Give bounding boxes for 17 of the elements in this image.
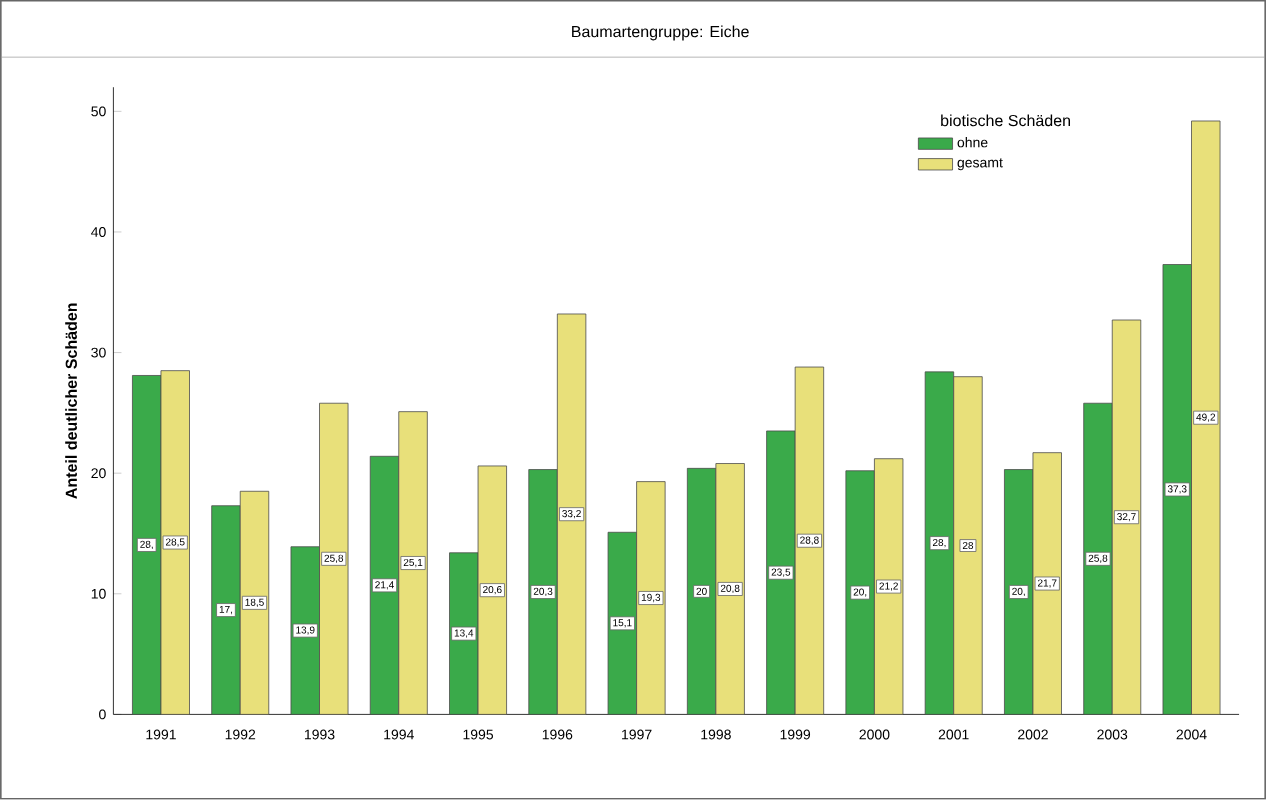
bar — [160, 370, 190, 715]
y-axis-title: Anteil deutlicher Schäden — [65, 303, 77, 499]
bar — [1191, 120, 1221, 715]
bar — [1032, 452, 1062, 715]
bar — [636, 481, 666, 715]
bar — [477, 465, 507, 715]
bar — [398, 411, 428, 715]
bar — [794, 366, 825, 715]
bar — [1111, 319, 1142, 715]
bar — [319, 403, 349, 715]
bar — [556, 313, 587, 715]
chart-title: Baumartengruppe: Eiche — [572, 25, 749, 41]
bar — [874, 458, 904, 715]
bar — [953, 376, 983, 715]
legend-title: biotische Schäden — [941, 114, 1070, 127]
bar — [239, 491, 270, 715]
bar — [715, 463, 745, 715]
